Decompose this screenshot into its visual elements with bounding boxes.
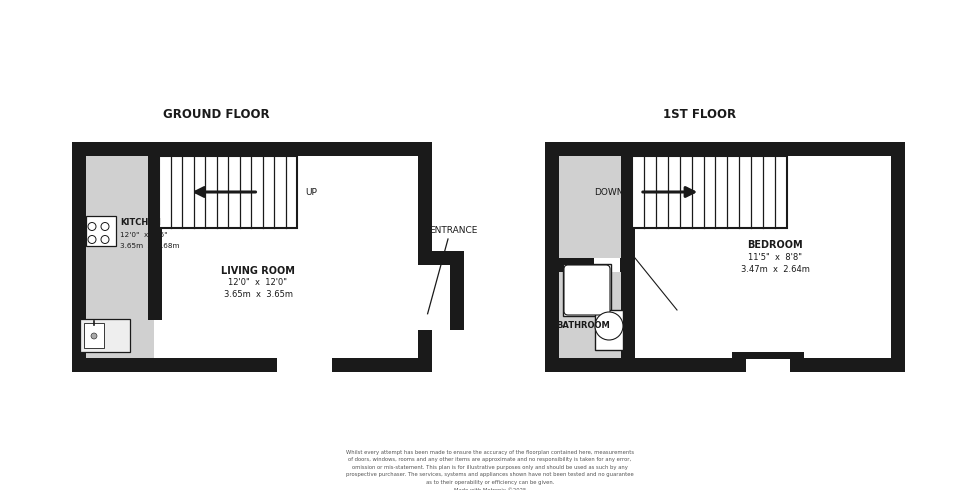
Bar	[72, 142, 432, 372]
Bar	[159, 156, 297, 228]
Bar	[84, 323, 104, 348]
Bar	[450, 251, 464, 330]
Bar	[86, 216, 116, 245]
Text: KITCHEN: KITCHEN	[120, 218, 161, 227]
Text: 1ST FLOOR: 1ST FLOOR	[663, 107, 736, 121]
Bar	[418, 265, 450, 330]
Bar	[72, 142, 432, 156]
Circle shape	[595, 312, 623, 340]
Text: 12'0"  x  5'6": 12'0" x 5'6"	[120, 232, 168, 238]
Bar	[621, 258, 635, 358]
Bar	[545, 142, 559, 372]
Bar	[80, 319, 130, 352]
Bar	[72, 358, 432, 372]
Bar	[790, 352, 805, 372]
Bar	[545, 142, 627, 372]
Text: Whilst every attempt has been made to ensure the accuracy of the floorplan conta: Whilst every attempt has been made to en…	[346, 450, 634, 490]
FancyBboxPatch shape	[564, 265, 610, 315]
Circle shape	[91, 333, 97, 339]
Text: GROUND FLOOR: GROUND FLOOR	[163, 107, 270, 121]
Text: 3.65m  x  3.65m: 3.65m x 3.65m	[223, 290, 292, 299]
Text: LIVING ROOM: LIVING ROOM	[221, 266, 295, 275]
Bar	[632, 156, 787, 228]
Bar	[418, 142, 432, 372]
Text: BEDROOM: BEDROOM	[747, 240, 803, 250]
Bar	[732, 352, 746, 372]
Bar	[621, 155, 635, 312]
Bar	[277, 358, 332, 372]
Bar	[545, 358, 905, 372]
Bar	[545, 142, 905, 372]
Bar	[732, 352, 805, 372]
Bar	[891, 142, 905, 372]
Text: DOWN: DOWN	[595, 188, 624, 196]
Bar	[563, 264, 611, 316]
Text: 12'0"  x  12'0": 12'0" x 12'0"	[228, 278, 287, 287]
Bar	[148, 156, 162, 320]
Bar	[418, 251, 464, 265]
Bar	[594, 258, 620, 272]
Bar	[418, 265, 432, 330]
Text: UP: UP	[305, 188, 317, 196]
Text: 11'5"  x  8'8": 11'5" x 8'8"	[748, 252, 802, 262]
Text: ENTRANCE: ENTRANCE	[429, 226, 477, 235]
Text: 3.65m  x  1.68m: 3.65m x 1.68m	[120, 243, 179, 249]
Bar	[732, 352, 805, 359]
Text: 3.47m  x  2.64m: 3.47m x 2.64m	[741, 265, 809, 273]
Bar	[72, 142, 154, 372]
Bar	[545, 142, 905, 156]
Bar	[72, 142, 86, 372]
Text: BATHROOM: BATHROOM	[556, 320, 610, 329]
Bar	[595, 310, 623, 350]
Bar	[559, 258, 627, 272]
